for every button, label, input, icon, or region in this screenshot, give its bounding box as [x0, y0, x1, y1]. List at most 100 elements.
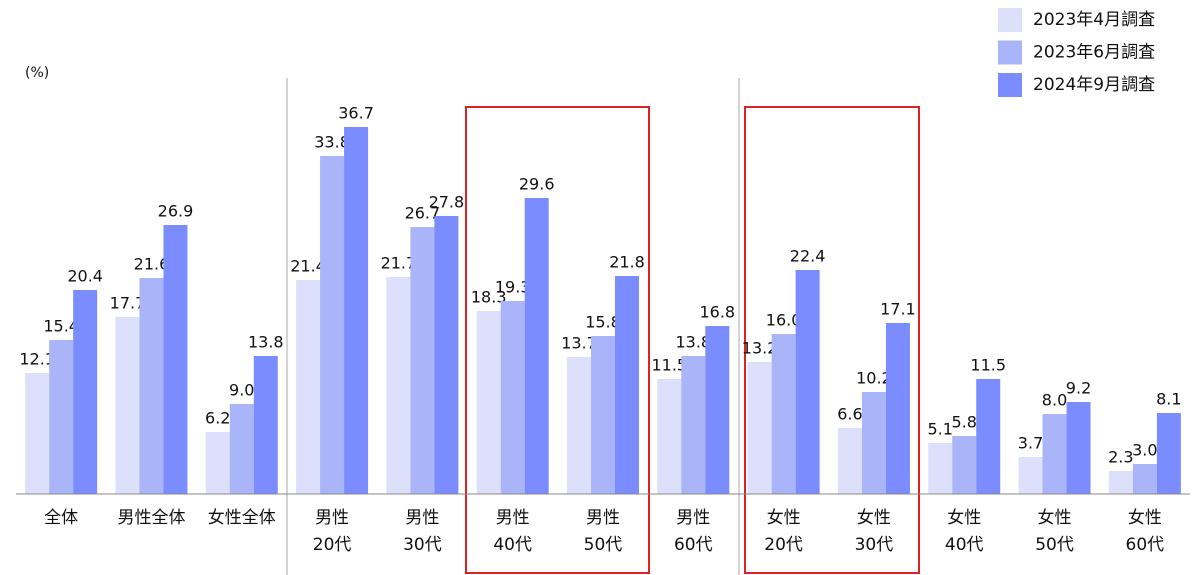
bar [386, 277, 411, 494]
x-tick-label: 女性 [767, 508, 801, 528]
value-label: 2.3 [1108, 448, 1133, 467]
y-axis-label: (%) [25, 65, 49, 81]
value-label: 8.1 [1156, 390, 1181, 409]
x-tick-label: 30代 [403, 535, 442, 555]
value-label: 13.8 [248, 333, 284, 352]
value-label: 9.2 [1066, 379, 1091, 398]
bar [115, 317, 140, 494]
legend-label: 2023年6月調査 [1033, 43, 1155, 63]
x-tick-label: 20代 [764, 535, 803, 555]
value-label: 5.8 [952, 413, 977, 432]
bar [591, 336, 615, 494]
x-tick-label: 男性 [405, 508, 439, 528]
value-label: 29.6 [519, 175, 555, 194]
value-label: 18.3 [471, 288, 507, 307]
bar [1132, 464, 1157, 494]
bar [885, 323, 910, 494]
x-tick-label: 女性 [857, 508, 891, 528]
bar [296, 280, 321, 494]
bar [163, 225, 188, 494]
x-tick-label: 40代 [945, 535, 984, 555]
value-label: 6.2 [205, 409, 230, 428]
bar [861, 392, 886, 494]
legend-label: 2023年4月調査 [1033, 10, 1155, 30]
bar [434, 216, 459, 494]
bar [681, 356, 706, 494]
value-label: 13.8 [675, 333, 711, 352]
value-label: 21.8 [609, 253, 645, 272]
highlight-box [744, 106, 920, 574]
x-tick-label: 女性全体 [208, 508, 276, 528]
x-tick-label: 男性 [315, 508, 349, 528]
bar [253, 356, 278, 494]
value-label: 5.1 [928, 420, 953, 439]
legend-swatch [998, 8, 1022, 32]
bar [1066, 402, 1091, 494]
bar [1042, 414, 1067, 494]
x-tick-label: 男性 [676, 508, 710, 528]
bar [952, 436, 977, 494]
value-label: 11.5 [970, 356, 1006, 375]
bar [205, 432, 230, 494]
value-label: 27.8 [429, 193, 465, 212]
value-label: 17.1 [880, 300, 916, 319]
bar [657, 379, 682, 494]
value-label: 13.7 [561, 334, 597, 353]
bar [928, 443, 953, 494]
value-label: 36.7 [338, 104, 374, 123]
x-tick-label: 男性 [496, 508, 530, 528]
value-label: 33.8 [314, 133, 350, 152]
x-tick-label: 30代 [855, 535, 894, 555]
value-label: 26.7 [405, 204, 441, 223]
bar [49, 340, 74, 494]
value-label: 10.2 [856, 369, 892, 388]
x-tick-label: 女性 [1038, 508, 1072, 528]
value-label: 21.4 [290, 257, 326, 276]
x-tick-label: 50代 [1035, 535, 1074, 555]
x-tick-label: 50代 [584, 535, 623, 555]
x-tick-label: 20代 [313, 535, 352, 555]
bar [795, 270, 820, 494]
value-label: 3.7 [1018, 434, 1043, 453]
x-tick-label: 40代 [493, 535, 532, 555]
bar [344, 127, 369, 494]
x-tick-label: 女性 [947, 508, 981, 528]
value-label: 11.5 [651, 356, 687, 375]
value-label: 13.2 [742, 339, 778, 358]
bar [615, 276, 639, 494]
x-tick-label: 60代 [674, 535, 713, 555]
bar [1018, 457, 1043, 494]
bar [1156, 413, 1181, 494]
x-tick-label: 全体 [44, 508, 78, 528]
x-tick-label: 60代 [1126, 535, 1165, 555]
value-label: 9.0 [229, 381, 254, 400]
bar [524, 198, 549, 494]
bar [567, 357, 591, 494]
bar [25, 373, 50, 494]
bar [229, 404, 254, 494]
value-label: 15.8 [585, 313, 621, 332]
bar [705, 326, 730, 494]
bar [73, 290, 98, 494]
value-label: 21.7 [381, 254, 417, 273]
value-label: 19.3 [495, 278, 531, 297]
legend-label: 2024年9月調査 [1033, 75, 1155, 95]
bar [837, 428, 862, 494]
value-label: 15.4 [43, 317, 79, 336]
bar [747, 362, 772, 494]
value-label: 17.7 [110, 294, 146, 313]
value-label: 16.8 [699, 303, 735, 322]
value-label: 6.6 [837, 405, 862, 424]
highlight-box [465, 106, 650, 574]
x-tick-label: 女性 [1128, 508, 1162, 528]
bar [1108, 471, 1133, 494]
bar [476, 311, 501, 494]
bar [139, 278, 164, 494]
value-label: 8.0 [1042, 391, 1067, 410]
value-label: 3.0 [1132, 441, 1157, 460]
value-label: 16.0 [766, 311, 802, 330]
legend-swatch [998, 73, 1022, 97]
value-label: 26.9 [158, 202, 194, 221]
x-tick-label: 男性全体 [117, 508, 185, 528]
